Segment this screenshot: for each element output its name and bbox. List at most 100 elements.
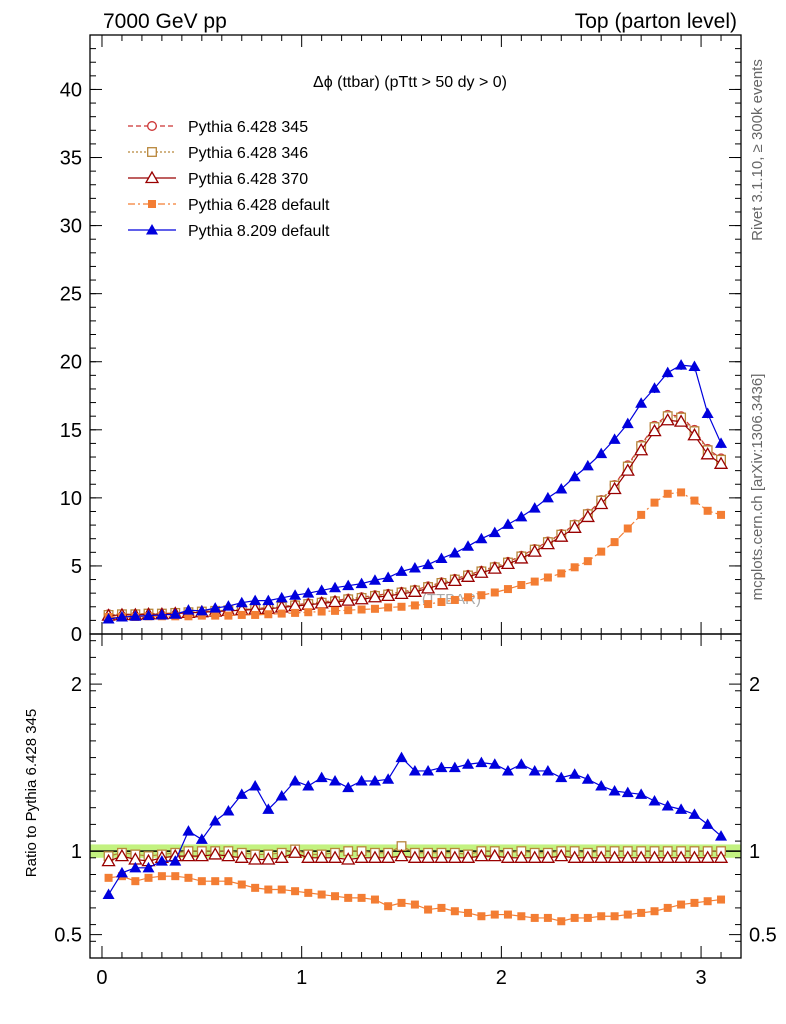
- data-point: [557, 569, 566, 578]
- data-point: [209, 602, 222, 613]
- data-point: [673, 414, 689, 427]
- ytick-label: 40: [60, 79, 82, 101]
- data-point: [367, 589, 383, 603]
- data-point: [397, 602, 406, 611]
- legend-label: Pythia 6.428 370: [188, 171, 308, 188]
- data-point: [394, 586, 409, 599]
- data-point: [541, 491, 554, 503]
- data-point: [687, 850, 702, 863]
- series-line: [108, 756, 722, 895]
- data-point: [503, 585, 512, 594]
- data-point: [277, 885, 286, 894]
- data-point: [237, 880, 246, 889]
- data-point: [567, 520, 582, 533]
- data-point: [304, 888, 313, 897]
- data-point: [568, 470, 581, 482]
- data-point: [182, 825, 195, 836]
- ytick-label: 25: [60, 284, 82, 306]
- data-point: [517, 912, 526, 921]
- data-point: [407, 584, 423, 597]
- legend-entry-3: Pythia 6.428 default: [128, 197, 330, 214]
- header-right: Top (parton level): [575, 10, 737, 33]
- data-point: [142, 861, 155, 873]
- data-point: [501, 764, 514, 776]
- data-point: [331, 606, 340, 615]
- data-point: [422, 764, 435, 776]
- data-point: [610, 912, 619, 921]
- data-point: [315, 771, 328, 783]
- data-point: [501, 518, 514, 529]
- data-point: [713, 850, 729, 863]
- ytick-label: 0: [71, 624, 82, 646]
- data-point: [530, 913, 539, 922]
- side-label-mcplots: mcplots.cern.ch [arXiv:1306.3436]: [749, 374, 766, 601]
- data-point: [222, 600, 235, 611]
- data-point: [514, 850, 529, 863]
- legend-entry-0: Pythia 6.428 345: [128, 119, 308, 136]
- data-point: [515, 510, 528, 522]
- data-point: [397, 898, 406, 907]
- data-point: [314, 850, 329, 863]
- data-point: [437, 903, 446, 912]
- data-point: [169, 608, 182, 619]
- data-point: [448, 546, 461, 558]
- data-point: [688, 808, 701, 819]
- data-point: [607, 850, 622, 863]
- data-point: [211, 611, 220, 620]
- data-point: [594, 496, 609, 510]
- data-point: [181, 848, 196, 862]
- data-point: [224, 611, 233, 620]
- data-point: [460, 850, 476, 863]
- legend-label: Pythia 6.428 default: [188, 197, 330, 214]
- data-point: [381, 588, 396, 602]
- data-point: [661, 366, 674, 378]
- data-point: [660, 850, 675, 863]
- data-point: [235, 788, 248, 799]
- data-point: [635, 397, 648, 408]
- data-point: [197, 877, 206, 886]
- data-point: [424, 600, 433, 609]
- data-point: [554, 529, 569, 542]
- data-point: [580, 509, 595, 523]
- data-point: [197, 611, 206, 620]
- data-point: [248, 852, 263, 865]
- data-point: [420, 581, 436, 594]
- data-point: [194, 848, 209, 862]
- data-point: [580, 850, 595, 863]
- series-line: [108, 415, 722, 616]
- data-point: [354, 850, 369, 863]
- series-ratio-2: [104, 872, 726, 926]
- data-point: [663, 489, 672, 498]
- ytick-label: 20: [60, 352, 82, 374]
- xtick-label: 3: [695, 967, 706, 989]
- header-left: 7000 GeV pp: [103, 10, 227, 33]
- data-point: [635, 788, 648, 799]
- data-point: [344, 893, 353, 902]
- data-point: [394, 848, 409, 862]
- data-point: [690, 496, 699, 505]
- data-point: [407, 850, 423, 863]
- data-point: [341, 852, 356, 865]
- data-point: [460, 569, 476, 582]
- ytick-label: 35: [60, 148, 82, 170]
- data-point: [621, 786, 634, 798]
- legend-marker: [147, 147, 157, 157]
- data-point: [715, 437, 728, 448]
- data-point: [261, 852, 276, 865]
- data-point: [581, 773, 594, 784]
- data-point: [673, 850, 689, 863]
- series-line: [108, 414, 722, 615]
- data-point: [462, 540, 475, 551]
- legend-entry-2: Pythia 6.428 370: [128, 170, 308, 188]
- data-point: [500, 556, 516, 570]
- ytick-label-right: 2: [749, 674, 760, 696]
- data-point: [677, 488, 686, 497]
- data-point: [317, 890, 326, 899]
- data-point: [115, 610, 128, 622]
- data-point: [184, 873, 193, 882]
- data-point: [195, 833, 208, 844]
- data-point: [274, 850, 289, 863]
- data-point: [129, 861, 142, 873]
- data-point: [251, 883, 260, 892]
- data-point: [102, 613, 115, 624]
